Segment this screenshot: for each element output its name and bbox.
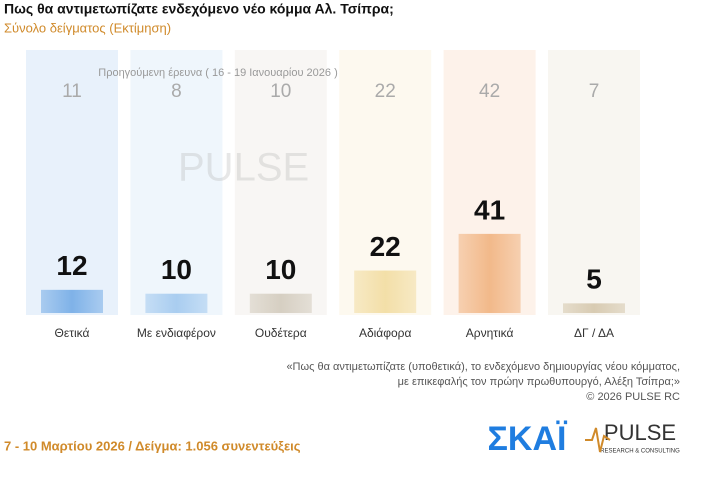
- value-label: 5: [586, 264, 602, 295]
- note: © 2026 PULSE RC: [586, 391, 680, 403]
- value-label: 10: [265, 254, 296, 285]
- column-background: [234, 50, 327, 315]
- column-background: [26, 50, 118, 315]
- chart-title: Πως θα αντιμετωπίζατε ενδεχόμενο νέο κόμ…: [4, 1, 394, 17]
- chart-subtitle: Σύνολο δείγματος (Εκτίμηση): [4, 20, 171, 35]
- previous-value: 7: [589, 81, 600, 102]
- pulse-logo-icon: [585, 427, 611, 453]
- note: με επικεφαλής τον πρώην πρωθυπουργό, Αλέ…: [398, 376, 680, 388]
- value-label: 12: [56, 250, 87, 281]
- previous-value: 42: [479, 81, 500, 102]
- column-background: [548, 50, 640, 315]
- bar: [354, 270, 417, 313]
- x-tick-label: Με ενδιαφέρον: [137, 326, 216, 340]
- previous-value: 10: [270, 81, 291, 102]
- value-label: 10: [161, 254, 192, 285]
- value-label: 41: [474, 194, 505, 225]
- value-label: 22: [370, 231, 401, 262]
- footer: 7 - 10 Μαρτίου 2026 / Δείγμα: 1.056 συνε…: [4, 438, 301, 453]
- note: «Πως θα αντιμετωπίζατε (υποθετικά), το ε…: [286, 361, 680, 373]
- skai-logo-box: [478, 422, 576, 458]
- column-background: [130, 50, 223, 315]
- x-tick-label: Θετικά: [55, 326, 90, 340]
- pulse-logo-sub: RESEARCH & CONSULTING: [600, 449, 680, 455]
- skai-logo: ΣΚΑΪ: [488, 420, 569, 458]
- bar: [458, 233, 521, 313]
- previous-value: 8: [171, 81, 182, 102]
- bar: [249, 293, 312, 313]
- pulse-logo: PULSE: [604, 420, 676, 445]
- bar: [41, 289, 103, 313]
- x-tick-label: Ουδέτερα: [255, 326, 307, 340]
- previous-value: 22: [375, 81, 396, 102]
- bar: [145, 293, 208, 313]
- previous-value: 11: [62, 81, 82, 102]
- x-tick-label: Αδιάφορα: [359, 326, 412, 340]
- bar: [563, 303, 625, 313]
- previous-label: Προηγούμενη έρευνα ( 16 - 19 Ιανουαρίου …: [98, 67, 338, 79]
- watermark: PULSE: [178, 146, 309, 190]
- x-tick-label: ΔΓ / ΔΑ: [574, 326, 614, 340]
- x-tick-label: Αρνητικά: [466, 326, 514, 340]
